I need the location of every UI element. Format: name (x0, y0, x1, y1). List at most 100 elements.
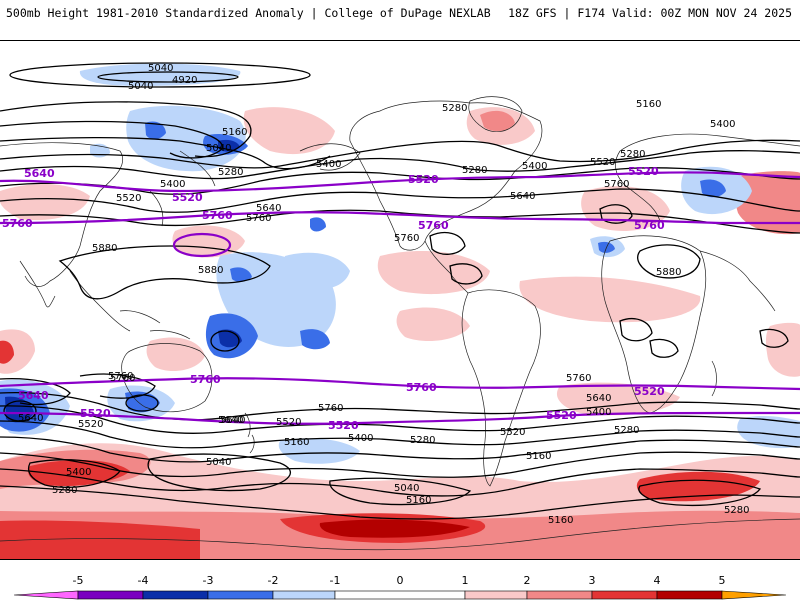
contour-label: 5880 (198, 265, 223, 276)
colorbar-segment (334, 590, 466, 600)
continent-outline (69, 270, 191, 340)
height-contours (0, 62, 800, 520)
map-panel: 5040 4920 5040 5160 5040 5280 5400 5520 … (0, 40, 800, 560)
key-height-contours (0, 171, 800, 425)
colorbar-segment (77, 590, 144, 600)
colorbar-tick-label: 4 (653, 574, 661, 587)
contour-label-highlighted: 5760 (418, 219, 449, 232)
colorbar-segment (526, 590, 593, 600)
continent-outline (711, 360, 717, 397)
contour-label-highlighted: 5760 (634, 219, 665, 232)
height-contour (0, 120, 223, 159)
continent-outline (349, 100, 543, 251)
contour-label: 5400 (348, 433, 373, 444)
colorbar-segment (207, 590, 274, 600)
contour-label: 5160 (284, 437, 309, 448)
contour-label: 5880 (92, 243, 117, 254)
anomaly-negative-region (218, 329, 242, 348)
continent-outline (244, 412, 255, 454)
contour-label-highlighted: 5520 (328, 419, 359, 432)
contour-label-highlighted: 5520 (408, 173, 439, 186)
height-contour (637, 244, 701, 279)
contour-label: 5280 (52, 485, 77, 496)
height-contour (0, 436, 800, 463)
contour-label: 5040 (206, 457, 231, 468)
contour-label: 5760 (246, 213, 271, 224)
contour-label: 5760 (108, 371, 133, 382)
anomaly-negative-region (278, 438, 360, 464)
contour-label: 5160 (636, 99, 661, 110)
contour-label: 5400 (160, 179, 185, 190)
continent-outline (121, 343, 213, 413)
anomaly-negative-region (300, 329, 330, 350)
continent-outline (424, 240, 469, 294)
contour-label: 5520 (500, 427, 525, 438)
height-contour (0, 468, 800, 497)
contour-label: 5760 (566, 373, 591, 384)
contour-label: 5160 (222, 127, 247, 138)
contour-label: 5280 (442, 103, 467, 114)
continent-outline (0, 518, 800, 551)
anomaly-positive-region (0, 329, 35, 374)
contour-label-highlighted: 5520 (628, 165, 659, 178)
contour-label: 5640 (218, 415, 243, 426)
map-title: 500mb Height 1981-2010 Standardized Anom… (6, 6, 491, 20)
contour-label-highlighted: 5520 (80, 407, 111, 420)
anomaly-positive-region (396, 307, 470, 342)
contour-label-highlighted: 5760 (190, 373, 221, 386)
contour-label: 5280 (410, 435, 435, 446)
height-contour (0, 451, 800, 478)
contour-label: 5520 (78, 419, 103, 430)
colorbar-tick-label: -2 (267, 574, 279, 587)
continent-outline (461, 289, 541, 487)
colorbar-arrow-high (721, 590, 787, 600)
height-contour (27, 459, 121, 488)
contour-label: 5400 (522, 161, 547, 172)
colorbar-segment (464, 590, 528, 600)
height-contour (0, 485, 800, 520)
colorbar-legend: -5 -4 -3 -2 -1 0 1 2 3 4 5 (0, 570, 800, 600)
anomaly-positive-region (146, 337, 205, 372)
contour-label-highlighted: 5640 (18, 389, 49, 402)
height-contour (210, 330, 240, 352)
height-contour (449, 263, 483, 285)
contour-label: 5760 (394, 233, 419, 244)
contour-label: 5520 (276, 417, 301, 428)
height-contour (0, 377, 71, 406)
contour-label: 5280 (614, 425, 639, 436)
height-contour (9, 62, 311, 88)
contour-label-highlighted: 5520 (634, 385, 665, 398)
continent-outline (19, 250, 776, 312)
contour-label: 5160 (406, 495, 431, 506)
anomaly-positive-region (319, 519, 470, 538)
height-contour (759, 328, 789, 348)
contour-label: 5160 (526, 451, 551, 462)
contour-label: 5280 (724, 505, 749, 516)
anomaly-positive-region (519, 276, 701, 323)
anomaly-positive-region (636, 471, 760, 502)
colorbar-scale (13, 590, 787, 600)
colorbar-arrow-low (13, 590, 79, 600)
height-contour (0, 136, 331, 170)
anomaly-positive-region (0, 520, 200, 559)
colorbar-segment (656, 590, 723, 600)
colorbar-tick-label: 3 (588, 574, 596, 587)
anomaly-positive-region (0, 340, 14, 364)
colorbar-tick-label: -1 (329, 574, 341, 587)
height-contour-5760-north (0, 211, 800, 225)
contour-label-highlighted: 5760 (406, 381, 437, 394)
contour-label: 5640 (18, 413, 43, 424)
contour-label: 5760 (110, 373, 135, 384)
contour-label: 5040 (128, 81, 153, 92)
coastlines (0, 96, 800, 551)
colorbar-tick-label: -3 (202, 574, 214, 587)
contour-label: 5040 (206, 143, 231, 154)
height-contour-5880 (172, 232, 232, 258)
contour-label: 5640 (256, 203, 281, 214)
height-contour (147, 453, 292, 492)
height-contour (0, 405, 800, 434)
contour-label-highlighted: 5520 (546, 409, 577, 422)
height-contour (638, 479, 762, 506)
anomaly-negative-region (310, 217, 326, 232)
anomaly-negative-region (145, 121, 166, 140)
